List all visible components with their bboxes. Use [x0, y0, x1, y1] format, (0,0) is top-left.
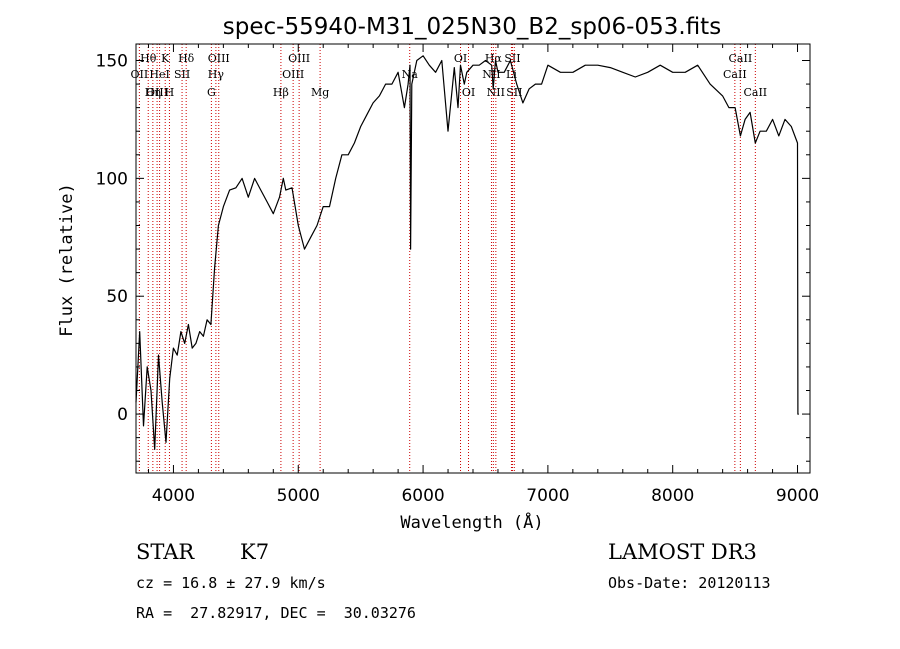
x-tick-label: 4000 — [152, 486, 195, 506]
spectral-line-label: H — [165, 86, 175, 99]
chart-title: spec-55940-M31_025N30_B2_sp06-053.fits — [223, 14, 721, 40]
spectral-line-label: HeI — [149, 68, 169, 81]
spectral-line-label: OIII — [146, 86, 168, 99]
object-subclass: K7 — [240, 540, 270, 564]
spectral-line-label: NII — [487, 86, 505, 99]
x-tick-label: 8000 — [651, 486, 694, 506]
y-tick-label: 0 — [117, 405, 128, 425]
x-tick-label: 9000 — [776, 486, 819, 506]
x-tick-label: 6000 — [401, 486, 444, 506]
object-class: STAR — [136, 540, 195, 564]
spectral-line-label: Hγ — [208, 68, 225, 81]
obs-date: Obs-Date: 20120113 — [608, 574, 771, 592]
spectral-line-label: OI — [462, 86, 475, 99]
spectral-line-label: CaII — [723, 68, 747, 81]
spectral-line-label: SII — [174, 68, 190, 81]
spectral-line-label: OIII — [282, 68, 304, 81]
spectral-line-label: G — [207, 86, 216, 99]
spectral-line-label: Mg — [311, 86, 329, 99]
spectral-line-label: Hα — [485, 52, 503, 65]
y-tick-label: 150 — [96, 52, 128, 72]
x-tick-label: 5000 — [277, 486, 320, 506]
spectral-line-label: CaII — [743, 86, 767, 99]
y-tick-label: 50 — [106, 287, 128, 307]
x-tick-label: 7000 — [526, 486, 569, 506]
y-tick-label: 100 — [96, 169, 128, 189]
plot-frame — [135, 43, 811, 474]
spectral-line-label: Hβ — [273, 86, 289, 99]
x-axis-ticks: 4000 5000 6000 7000 8000 9000 — [147, 44, 819, 506]
spectral-line-label: Hη — [145, 86, 161, 99]
y-axis-label: Flux (relative) — [57, 183, 77, 337]
survey-name: LAMOST DR3 — [608, 540, 757, 564]
coordinates: RA = 27.82917, DEC = 30.03276 — [136, 604, 416, 622]
spectral-line-label: K — [161, 52, 170, 65]
series-group — [135, 55, 799, 450]
spectral-line-label: Hθ — [140, 52, 157, 65]
spectral-line-label: OII — [131, 68, 149, 81]
redshift-readout: cz = 16.8 ± 27.9 km/s — [136, 574, 326, 592]
series-line-flux — [135, 55, 799, 450]
x-axis-label: Wavelength (Å) — [400, 511, 543, 533]
y-axis-ticks: 0 50 100 150 — [96, 52, 810, 462]
spectral-line-label: CaII — [729, 52, 753, 65]
spectral-line-label: OI — [454, 52, 467, 65]
spectral-line-label: OIII — [288, 52, 310, 65]
spectral-line-label: SII — [504, 52, 520, 65]
spectral-line-label: Li — [506, 68, 517, 81]
spectral-line-label: OIII — [208, 52, 230, 65]
spectral-line-label: Hδ — [178, 52, 195, 65]
